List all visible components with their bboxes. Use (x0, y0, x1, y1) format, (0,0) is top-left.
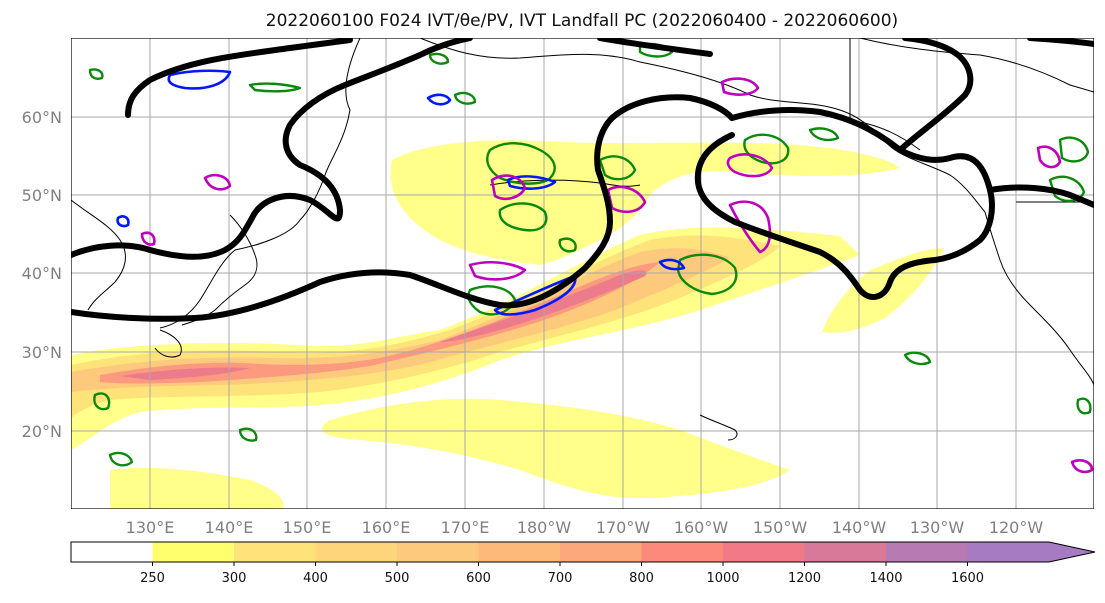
lon-label-180w: 180°W (517, 518, 572, 537)
colorbar-segment-2 (315, 542, 397, 562)
theta-e-contours (116, 69, 1094, 474)
coastlines (71, 38, 1094, 441)
figure-title: 2022060100 F024 IVT/θe/PV, IVT Landfall … (266, 11, 898, 31)
colorbar-tick-label: 500 (385, 571, 410, 586)
ivt-band-250-south (321, 398, 790, 499)
colorbar-tick-label: 1400 (869, 571, 902, 586)
colorbar-segment-below (71, 542, 153, 562)
colorbar-segment-5 (560, 542, 642, 562)
colorbar-segment-0 (152, 542, 234, 562)
colorbar-tick-label: 400 (303, 571, 328, 586)
colorbar-segment-10 (967, 542, 1095, 562)
colorbar-tick-label: 1600 (951, 571, 984, 586)
lat-label-20n: 20°N (22, 422, 62, 441)
trough-contours (71, 38, 1094, 322)
colorbar-segment-8 (804, 542, 886, 562)
longitude-labels: 130°E 140°E 150°E 160°E 170°E 180°W 170°… (126, 518, 1044, 537)
colorbar-tick-label: 600 (466, 571, 491, 586)
lon-label-130e: 130°E (126, 518, 175, 537)
colorbar-outline (70, 541, 1096, 563)
lat-label-40n: 40°N (22, 264, 62, 283)
colorbar-tick-label: 1000 (706, 571, 739, 586)
lon-label-170w: 170°W (596, 518, 651, 537)
lon-label-120w: 120°W (989, 518, 1044, 537)
colorbar-segment-3 (397, 542, 479, 562)
colorbar-tick-label: 700 (548, 571, 573, 586)
lon-label-160w: 160°W (674, 518, 729, 537)
colorbar-segment-1 (234, 542, 316, 562)
lat-label-60n: 60°N (22, 108, 62, 127)
lat-label-30n: 30°N (22, 343, 62, 362)
lon-label-170e: 170°E (441, 518, 490, 537)
colorbar-tick-label: 1200 (788, 571, 821, 586)
lon-label-160e: 160°E (362, 518, 411, 537)
colorbar: 250 300 400 500 600 700 800 1000 1200 1400 1600 (70, 541, 1096, 586)
colorbar-segment-6 (641, 542, 723, 562)
colorbar-segment-7 (723, 542, 805, 562)
lon-label-130w: 130°W (910, 518, 965, 537)
lon-label-140e: 140°E (205, 518, 254, 537)
ivt-band-600 (100, 262, 660, 384)
lon-label-150w: 150°W (753, 518, 808, 537)
colorbar-tick-label: 800 (629, 571, 654, 586)
colorbar-tick-label: 300 (222, 571, 247, 586)
ivt-band-250-sw (110, 468, 284, 509)
lon-label-140w: 140°W (832, 518, 887, 537)
map-area (71, 38, 1094, 509)
colorbar-tick-label: 250 (140, 571, 165, 586)
colorbar-segment-9 (886, 542, 968, 562)
lon-label-150e: 150°E (283, 518, 332, 537)
colorbar-segment-4 (478, 542, 560, 562)
latitude-labels: 60°N 50°N 40°N 30°N 20°N (22, 108, 62, 441)
lat-label-50n: 50°N (22, 186, 62, 205)
